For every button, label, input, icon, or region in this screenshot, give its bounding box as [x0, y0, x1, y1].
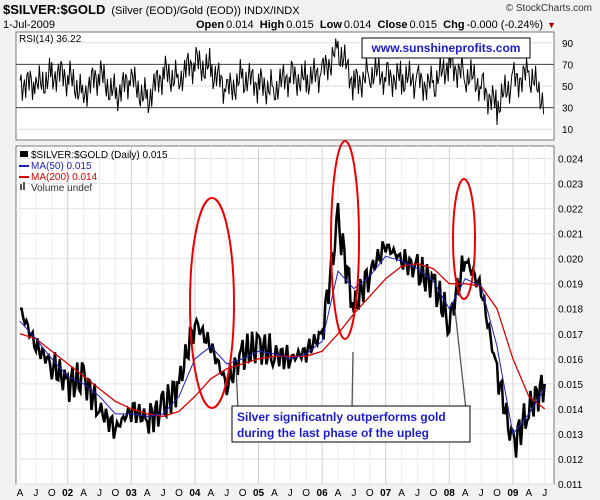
volume-legend-icon: [20, 184, 22, 190]
x-tick-label: O: [112, 488, 120, 499]
x-tick-label: O: [175, 488, 183, 499]
x-tick-label: A: [525, 488, 532, 499]
highlight-ellipse-2004: [189, 197, 235, 409]
rsi-tick-label: 30: [562, 104, 574, 115]
rsi-tick-label: 10: [562, 125, 574, 136]
x-tick-label: A: [207, 488, 214, 499]
x-tick-label: 05: [253, 488, 265, 499]
annotation-box: [231, 405, 471, 443]
price-tick-label: 0.024: [558, 155, 583, 166]
x-tick-label: O: [302, 488, 310, 499]
rsi-tick-label: 90: [562, 39, 574, 50]
x-tick-label: 03: [126, 488, 138, 499]
annotation-pointer-3: [454, 309, 467, 411]
x-tick-label: O: [48, 488, 56, 499]
x-tick-label: 02: [62, 488, 74, 499]
x-tick-label: A: [271, 488, 278, 499]
price-tick-label: 0.020: [558, 255, 583, 266]
price-series-line: [20, 202, 546, 458]
annotation-line-1: Silver significatnly outperforms gold: [237, 410, 446, 424]
x-tick-label: O: [366, 488, 374, 499]
annotation-line-2: during the last phase of the upleg: [237, 426, 429, 440]
rsi-tick-label: 70: [562, 60, 574, 71]
x-tick-label: O: [239, 488, 247, 499]
x-tick-label: J: [33, 488, 38, 499]
x-tick-label: 06: [317, 488, 329, 499]
annotation-pointer-1: [235, 365, 239, 411]
x-tick-label: O: [493, 488, 501, 499]
price-legend: $SILVER:$GOLD (Daily) 0.015: [31, 150, 168, 161]
volume-legend-icon-2: [23, 182, 25, 190]
x-tick-label: 04: [189, 488, 201, 499]
x-tick-label: A: [17, 488, 24, 499]
x-tick-label: A: [80, 488, 87, 499]
price-tick-label: 0.013: [558, 430, 583, 441]
price-tick-label: 0.011: [558, 480, 583, 491]
price-tick-label: 0.023: [558, 180, 583, 191]
ma50-legend: MA(50) 0.015: [31, 161, 92, 172]
price-tick-label: 0.012: [558, 455, 583, 466]
x-tick-label: J: [351, 488, 356, 499]
ma200-legend: MA(200) 0.014: [31, 172, 98, 183]
price-tick-label: 0.017: [558, 330, 583, 341]
price-tick-label: 0.015: [558, 380, 583, 391]
x-axis: A J O 02 A J O 03 A J O 04 A J O 05 A J O 06 A J O 07 A J O 08 A J O 09…: [17, 488, 548, 499]
x-tick-label: O: [430, 488, 438, 499]
x-tick-label: 07: [380, 488, 392, 499]
price-legend-swatch: [20, 151, 28, 157]
price-tick-label: 0.021: [558, 230, 583, 241]
ma50-line: [19, 255, 546, 436]
x-tick-label: A: [398, 488, 405, 499]
price-tick-label: 0.019: [558, 280, 583, 291]
rsi-tick-label: 50: [562, 82, 574, 93]
watermark-text[interactable]: www.sunshineprofits.com: [371, 41, 521, 55]
x-tick-label: A: [144, 488, 151, 499]
x-tick-label: 08: [444, 488, 456, 499]
price-tick-label: 0.016: [558, 355, 583, 366]
highlight-ellipse-2008: [452, 178, 476, 300]
x-tick-label: J: [479, 488, 484, 499]
copyright-label: © StockCharts.com: [505, 3, 592, 14]
annotation-pointer-2: [351, 351, 354, 411]
rsi-legend: RSI(14) 36.22: [19, 34, 82, 45]
x-tick-label: J: [415, 488, 420, 499]
watermark-box: [361, 37, 531, 59]
x-tick-label: J: [161, 488, 166, 499]
x-tick-label: J: [224, 488, 229, 499]
highlight-ellipse-2006: [330, 140, 360, 340]
volume-legend: Volume undef: [31, 183, 92, 194]
x-tick-label: 09: [507, 488, 519, 499]
price-tick-label: 0.022: [558, 205, 583, 216]
rsi-line: [19, 38, 545, 126]
price-tick-label: 0.014: [558, 405, 583, 416]
price-axis: 0.011 0.012 0.013 0.014 0.015 0.016 0.017 0.018…: [558, 155, 583, 491]
down-triangle-icon: ▼: [547, 20, 556, 30]
chart-title: $SILVER:$GOLD (Silver (EOD)/Gold (EOD)) I…: [3, 2, 300, 17]
x-tick-label: J: [97, 488, 102, 499]
price-tick-label: 0.018: [558, 305, 583, 316]
x-tick-label: J: [288, 488, 293, 499]
x-tick-label: J: [542, 488, 547, 499]
date-label: 1-Jul-2009: [3, 19, 55, 31]
x-tick-label: A: [335, 488, 342, 499]
ohlc-readout: Open 0.014 High 0.015 Low 0.014 Close 0.015 …: [196, 19, 556, 31]
x-tick-label: A: [462, 488, 469, 499]
rsi-axis: 10 30 50 70 90: [562, 39, 574, 136]
